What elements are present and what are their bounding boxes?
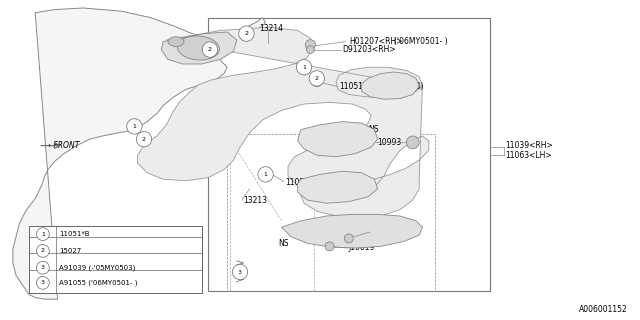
- Text: 1: 1: [41, 232, 45, 236]
- Ellipse shape: [36, 244, 49, 257]
- Ellipse shape: [312, 76, 322, 87]
- Text: 2: 2: [208, 47, 212, 52]
- Text: 1: 1: [132, 124, 136, 129]
- Text: A006001152: A006001152: [579, 305, 627, 314]
- Text: D91203<RH>: D91203<RH>: [342, 45, 396, 54]
- Text: 2: 2: [315, 76, 319, 81]
- Polygon shape: [298, 122, 378, 157]
- Ellipse shape: [406, 136, 419, 149]
- Text: 10993: 10993: [378, 138, 402, 147]
- Text: 15027: 15027: [59, 248, 81, 254]
- Text: 2: 2: [244, 31, 248, 36]
- Ellipse shape: [202, 42, 218, 57]
- Text: 3: 3: [41, 265, 45, 270]
- Text: 11051*B: 11051*B: [59, 231, 90, 237]
- Polygon shape: [13, 8, 266, 299]
- Text: H01207<RH>: H01207<RH>: [349, 37, 403, 46]
- Text: 11051*A(-'07MY0703): 11051*A(-'07MY0703): [339, 82, 424, 91]
- Text: ←FRONT: ←FRONT: [48, 141, 81, 150]
- Polygon shape: [138, 27, 429, 218]
- Text: J10619: J10619: [349, 244, 375, 252]
- Ellipse shape: [239, 26, 254, 41]
- Ellipse shape: [36, 276, 49, 289]
- Ellipse shape: [127, 119, 142, 134]
- FancyBboxPatch shape: [29, 226, 202, 293]
- Text: 13214: 13214: [259, 24, 284, 33]
- Text: 11063<LH>: 11063<LH>: [506, 151, 552, 160]
- Ellipse shape: [344, 234, 353, 243]
- Text: 2: 2: [41, 248, 45, 253]
- Text: 11051*C: 11051*C: [285, 178, 318, 187]
- Text: 11039<RH>: 11039<RH>: [506, 141, 554, 150]
- Text: 1: 1: [264, 172, 268, 177]
- Ellipse shape: [232, 264, 248, 280]
- Ellipse shape: [307, 46, 314, 53]
- Polygon shape: [161, 32, 237, 64]
- Text: 1: 1: [302, 65, 306, 70]
- Text: A91055 ('06MY0501- ): A91055 ('06MY0501- ): [59, 280, 138, 286]
- Polygon shape: [362, 72, 419, 99]
- Text: A91039 (-'05MY0503): A91039 (-'05MY0503): [59, 264, 135, 271]
- Text: NS: NS: [278, 239, 289, 248]
- Text: 13213: 13213: [243, 196, 268, 204]
- Ellipse shape: [36, 261, 49, 274]
- Ellipse shape: [136, 132, 152, 147]
- Text: ('06MY0501- ): ('06MY0501- ): [394, 37, 447, 46]
- Ellipse shape: [258, 167, 273, 182]
- Text: 3: 3: [238, 269, 242, 275]
- Text: 10993: 10993: [371, 228, 396, 236]
- Polygon shape: [298, 171, 378, 203]
- Text: 2: 2: [142, 137, 146, 142]
- Ellipse shape: [168, 37, 184, 46]
- Ellipse shape: [36, 228, 49, 241]
- Ellipse shape: [325, 242, 334, 251]
- Ellipse shape: [296, 60, 312, 75]
- Text: NS: NS: [368, 125, 378, 134]
- Ellipse shape: [177, 36, 220, 60]
- Ellipse shape: [305, 40, 316, 50]
- Ellipse shape: [309, 71, 324, 86]
- Text: 3: 3: [41, 280, 45, 285]
- Polygon shape: [282, 214, 422, 248]
